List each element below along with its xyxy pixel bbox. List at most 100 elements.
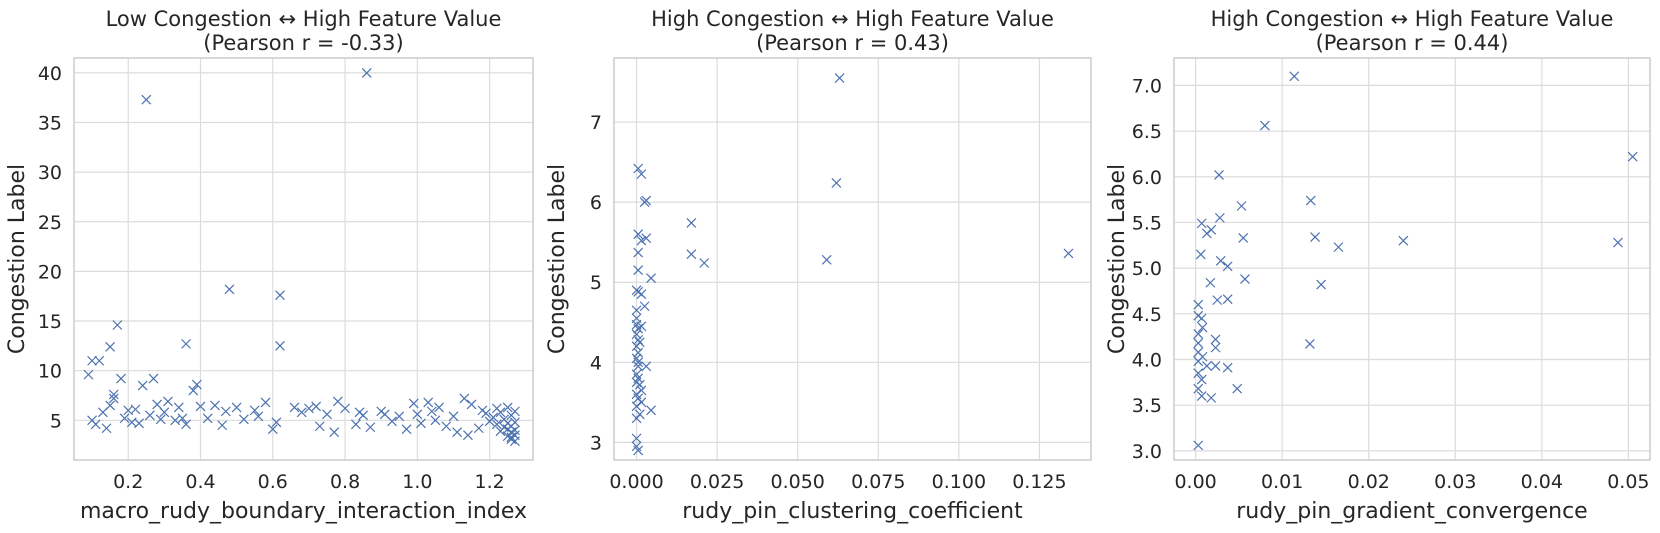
plot-area-frame bbox=[1173, 57, 1651, 461]
y-tick-label: 4.5 bbox=[1132, 304, 1162, 326]
data-point bbox=[350, 419, 361, 430]
data-point bbox=[249, 405, 260, 416]
data-point bbox=[112, 320, 123, 330]
data-point bbox=[181, 338, 191, 349]
x-tick-label: 0.025 bbox=[690, 471, 744, 493]
y-axis-label: Congestion Label bbox=[5, 164, 30, 354]
data-point bbox=[1210, 342, 1221, 353]
data-point bbox=[408, 398, 419, 409]
chart-title: Low Congestion ↔ High Feature Value bbox=[106, 7, 502, 31]
data-point bbox=[1222, 294, 1233, 305]
data-point bbox=[633, 357, 644, 368]
x-tick-label: 0.01 bbox=[1261, 471, 1303, 493]
data-point bbox=[116, 373, 126, 384]
data-point bbox=[1238, 233, 1249, 243]
data-point bbox=[481, 408, 491, 419]
y-tick-label: 3 bbox=[590, 432, 602, 454]
data-point bbox=[1236, 201, 1247, 211]
data-point bbox=[686, 249, 697, 260]
data-point bbox=[195, 401, 206, 412]
data-point bbox=[1201, 360, 1212, 371]
data-point bbox=[502, 402, 513, 413]
data-point bbox=[275, 340, 285, 351]
data-point bbox=[260, 397, 271, 408]
data-point bbox=[188, 385, 199, 396]
data-point bbox=[1232, 383, 1243, 394]
data-point bbox=[1214, 212, 1225, 223]
y-axis-label: Congestion Label bbox=[1105, 164, 1130, 354]
data-point bbox=[633, 163, 644, 174]
data-point bbox=[1206, 392, 1217, 403]
data-point bbox=[412, 409, 423, 420]
y-tick-label: 10 bbox=[38, 361, 62, 383]
x-axis-label: rudy_pin_clustering_coefficient bbox=[682, 499, 1023, 524]
data-point bbox=[1193, 328, 1204, 339]
data-point bbox=[1627, 151, 1638, 162]
y-tick-label: 25 bbox=[38, 212, 62, 234]
data-point bbox=[633, 347, 644, 358]
data-point bbox=[94, 355, 105, 366]
data-point bbox=[90, 419, 101, 430]
data-point bbox=[152, 399, 163, 410]
data-point bbox=[144, 410, 155, 421]
data-point bbox=[633, 265, 644, 276]
data-point bbox=[633, 361, 644, 372]
data-point bbox=[1193, 338, 1204, 348]
data-point bbox=[1259, 120, 1270, 131]
x-axis-label: macro_rudy_boundary_interaction_index bbox=[80, 499, 527, 524]
data-point bbox=[271, 417, 282, 428]
data-point bbox=[821, 254, 832, 265]
data-point bbox=[105, 341, 116, 352]
data-point bbox=[1304, 339, 1315, 349]
plot-area-frame bbox=[73, 57, 534, 461]
data-point bbox=[636, 169, 647, 180]
data-point bbox=[155, 414, 166, 425]
x-tick-label: 1.2 bbox=[475, 471, 505, 493]
data-point bbox=[202, 413, 213, 424]
data-point bbox=[459, 393, 470, 404]
data-point bbox=[1196, 391, 1207, 401]
y-tick-label: 3.5 bbox=[1132, 395, 1162, 417]
data-point bbox=[181, 419, 191, 430]
data-point bbox=[646, 273, 656, 284]
chart-title: High Congestion ↔ High Feature Value bbox=[651, 7, 1054, 31]
x-tick-label: 0.2 bbox=[113, 471, 143, 493]
data-point bbox=[448, 411, 459, 422]
y-tick-label: 5 bbox=[50, 410, 62, 432]
data-point bbox=[466, 399, 477, 410]
x-tick-label: 0.000 bbox=[609, 471, 663, 493]
data-point bbox=[314, 421, 325, 432]
data-point bbox=[253, 411, 264, 422]
data-point bbox=[101, 423, 112, 434]
data-point bbox=[1240, 274, 1250, 285]
data-point bbox=[159, 407, 170, 418]
y-tick-label: 3.0 bbox=[1132, 441, 1162, 463]
data-point bbox=[488, 412, 499, 423]
data-point bbox=[434, 402, 444, 413]
data-point bbox=[1316, 279, 1327, 290]
y-tick-label: 5.0 bbox=[1132, 258, 1162, 280]
data-point bbox=[1063, 248, 1074, 259]
x-tick-label: 0.8 bbox=[330, 471, 360, 493]
data-point bbox=[1193, 368, 1204, 379]
data-point bbox=[210, 400, 220, 411]
data-point bbox=[137, 380, 148, 391]
y-tick-label: 6.5 bbox=[1132, 121, 1162, 143]
data-point bbox=[1201, 228, 1212, 239]
data-point bbox=[636, 289, 647, 300]
x-tick-label: 0.100 bbox=[932, 471, 986, 493]
data-point bbox=[1196, 374, 1207, 385]
data-point bbox=[177, 413, 188, 424]
data-point bbox=[119, 413, 130, 424]
x-tick-label: 0.050 bbox=[771, 471, 825, 493]
data-point bbox=[191, 379, 202, 390]
data-point bbox=[173, 402, 184, 413]
data-point bbox=[641, 361, 652, 372]
data-point bbox=[134, 418, 144, 429]
data-point bbox=[641, 195, 652, 206]
data-point bbox=[1310, 232, 1320, 242]
data-point bbox=[634, 337, 645, 348]
data-point bbox=[631, 313, 642, 324]
data-point bbox=[452, 427, 463, 438]
